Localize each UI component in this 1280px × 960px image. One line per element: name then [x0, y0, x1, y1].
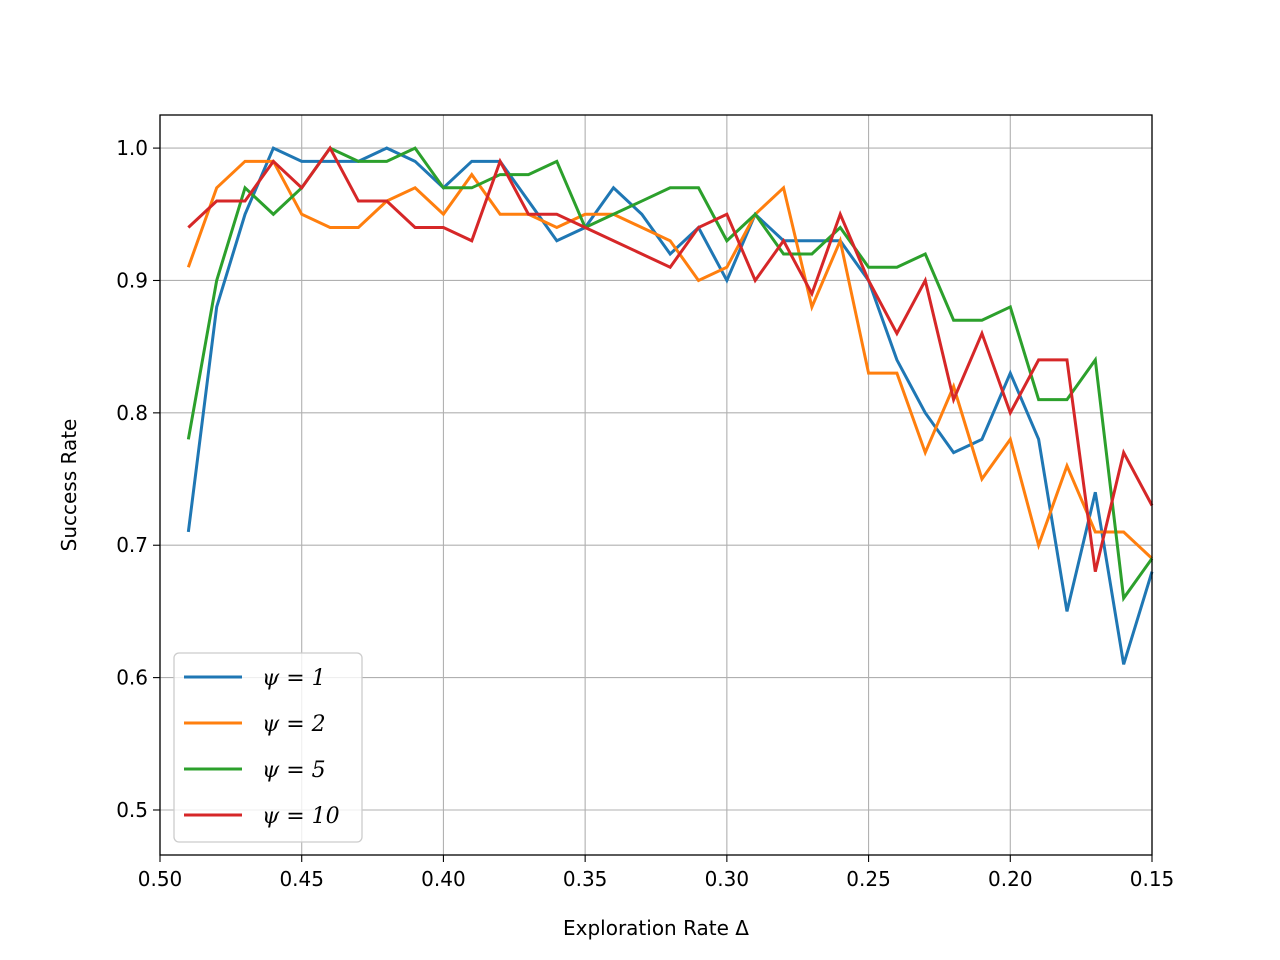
x-tick-label: 0.40	[421, 867, 466, 891]
y-axis-label: Success Rate	[57, 419, 81, 552]
y-tick-label: 0.5	[116, 798, 148, 822]
y-tick-label: 0.9	[116, 268, 148, 292]
legend-label-1: ψ = 1	[262, 666, 326, 691]
axis-ticks: 0.50 0.45 0.40 0.35 0.30 0.25 0.20 0.15 0.5 0.6 0.…	[116, 136, 1174, 891]
plot-frame	[159, 114, 1153, 856]
legend-label-2: ψ = 2	[262, 712, 326, 737]
y-tick-label: 1.0	[116, 136, 148, 160]
x-tick-label: 0.20	[988, 867, 1033, 891]
legend-label-3: ψ = 5	[262, 758, 326, 783]
y-tick-label: 0.7	[116, 533, 148, 557]
series-line-2	[186, 159, 1154, 560]
legend-box	[173, 652, 363, 843]
legend: ψ = 1 ψ = 2 ψ = 5 ψ = 10	[173, 652, 363, 843]
x-tick-label: 0.30	[705, 867, 750, 891]
series-layer	[186, 145, 1154, 665]
legend-label-4: ψ = 10	[262, 804, 340, 829]
series-line-4	[187, 145, 1154, 573]
y-tick-label: 0.8	[116, 401, 148, 425]
x-axis-label: Exploration Rate Δ	[563, 916, 749, 940]
x-tick-label: 0.45	[279, 867, 324, 891]
x-tick-label: 0.25	[846, 867, 891, 891]
series-line-3	[186, 146, 1154, 603]
y-tick-label: 0.6	[116, 666, 148, 690]
series-line-1	[186, 146, 1154, 665]
x-tick-label: 0.15	[1130, 867, 1175, 891]
x-tick-label: 0.50	[138, 867, 183, 891]
x-tick-label: 0.35	[563, 867, 608, 891]
